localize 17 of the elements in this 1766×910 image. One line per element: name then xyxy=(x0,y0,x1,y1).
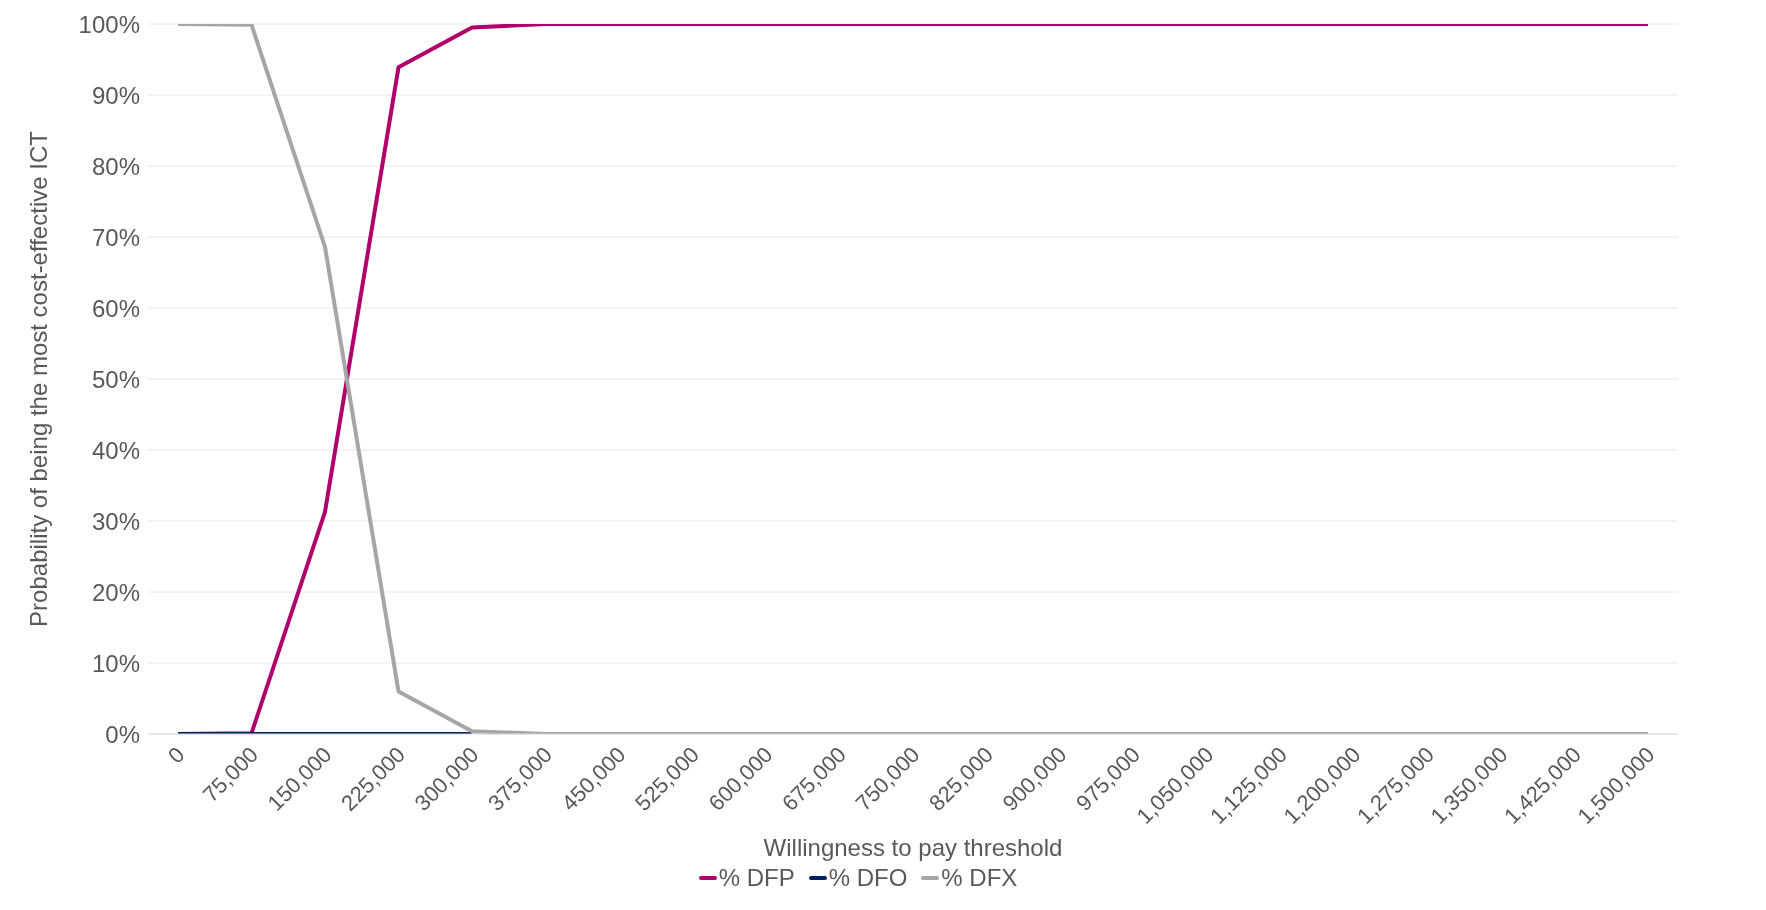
legend-label: % DFX xyxy=(940,864,1018,892)
y-tick-label: 80% xyxy=(91,152,140,180)
y-tick-label: 0% xyxy=(105,720,140,748)
y-tick-label: 30% xyxy=(91,507,140,535)
x-tick-label: 0 xyxy=(163,741,190,769)
y-tick-label: 20% xyxy=(91,578,140,606)
y-tick-label: 70% xyxy=(91,223,140,251)
y-tick-label: 90% xyxy=(91,81,140,109)
legend-label: % DFO xyxy=(827,864,908,892)
y-tick-label: 100% xyxy=(78,10,140,38)
y-tick-label: 10% xyxy=(91,649,140,677)
y-tick-label: 40% xyxy=(91,436,140,464)
y-axis-title: Probability of being the most cost-effective ICT xyxy=(24,130,52,627)
x-axis-title: Willingness to pay threshold xyxy=(763,834,1063,861)
y-tick-label: 50% xyxy=(91,365,140,393)
legend-label: % DFP xyxy=(717,864,795,892)
y-tick-label: 60% xyxy=(91,294,140,322)
